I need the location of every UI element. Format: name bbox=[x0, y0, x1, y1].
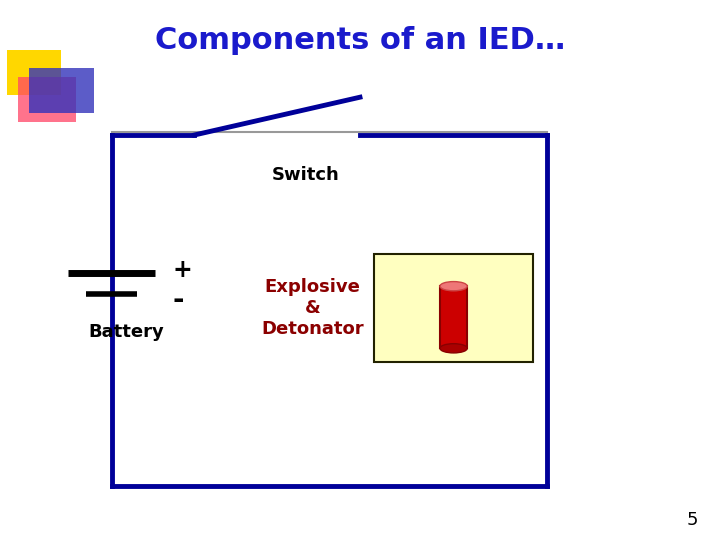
Bar bbox=[18, 77, 76, 122]
Bar bbox=[7, 50, 61, 94]
Bar bbox=[374, 254, 533, 362]
Bar bbox=[29, 68, 94, 113]
Text: Switch: Switch bbox=[272, 166, 340, 185]
Text: +: + bbox=[173, 258, 192, 282]
Text: 5: 5 bbox=[687, 511, 698, 529]
Ellipse shape bbox=[440, 281, 467, 291]
Text: -: - bbox=[173, 286, 184, 314]
Bar bbox=[440, 286, 467, 348]
Text: Battery: Battery bbox=[88, 323, 164, 341]
Text: Explosive
&
Detonator: Explosive & Detonator bbox=[261, 278, 364, 338]
Ellipse shape bbox=[440, 343, 467, 353]
Text: Components of an IED…: Components of an IED… bbox=[155, 26, 565, 55]
